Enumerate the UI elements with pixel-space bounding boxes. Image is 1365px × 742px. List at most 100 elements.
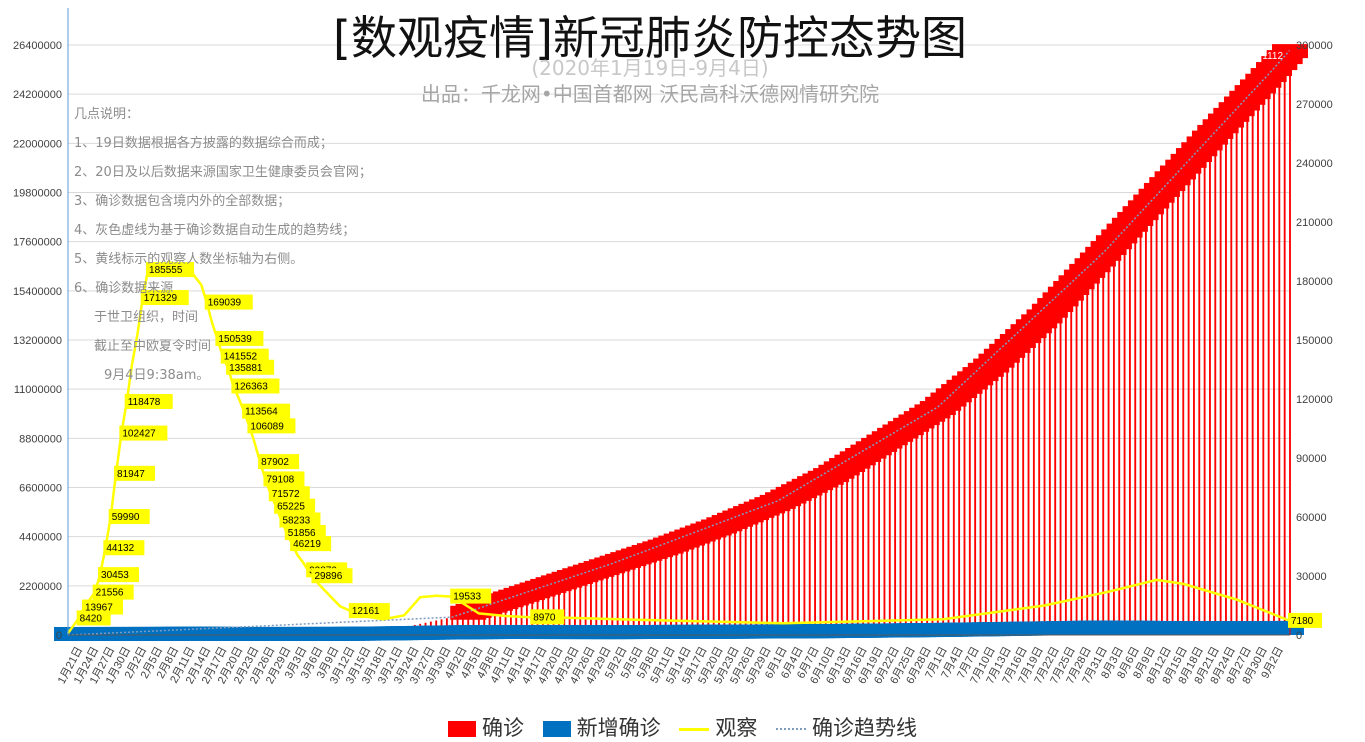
observed-data-label: 113564 [245,407,278,418]
right-tick-label: 180000 [1296,276,1333,288]
observed-data-label: 44132 [106,543,134,554]
observed-data-label: 21556 [96,588,124,599]
page-title: [数观疫情]新冠肺炎防控态势图 [333,11,967,65]
trendline [67,49,1291,636]
note-item: 9月4日9:38am。 [104,368,210,383]
observed-data-label: 12161 [352,606,380,617]
legend-label: 新增确诊 [576,716,661,740]
observed-data-label-box [146,262,195,278]
observed-data-label: 59990 [112,512,140,523]
legend-observed[interactable]: 观察 [679,712,757,742]
observed-data-label: 71572 [272,489,300,500]
note-item: 5、黄线标示的观察人数坐标轴为右侧。 [74,252,304,267]
credit-line: 出品：千龙网•中国首都网 沃民高科沃德网情研究院 [420,82,880,106]
note-item: 2、20日及以后数据来源国家卫生健康委员会官网； [74,165,372,180]
legend-trendline[interactable]: 确诊趋势线 [776,712,917,742]
observed-data-label-box [1288,612,1322,628]
right-tick-label: 210000 [1296,217,1333,229]
right-tick-label: 90000 [1296,453,1327,465]
right-tick-label: 270000 [1296,99,1333,111]
observed-path [66,260,1291,634]
observed-data-label-box [263,471,305,487]
observed-data-label: 19533 [453,592,481,603]
observed-data-label-box [108,509,150,525]
legend-swatch [776,728,807,730]
trendline-path [67,49,1291,636]
observed-data-label: 106089 [250,421,284,432]
observed-data-label: 30453 [101,570,129,581]
observed-data-label-box [114,465,156,481]
observed-data-label-box [348,603,390,619]
observed-data-label-box [274,498,316,514]
note-item: 1、19日数据根据各方披露的数据综合而成； [74,136,333,151]
observed-data-label: 169039 [208,298,242,309]
observed-line [66,260,1291,634]
left-tick-label: 19800000 [13,188,62,200]
observed-data-label-box [311,568,353,584]
observed-data-label: 29896 [314,571,342,582]
observed-data-label: 171329 [144,293,178,304]
observed-data-label: 58233 [282,515,310,526]
page-subtitle: (2020年1月19日-9月4日) [531,56,769,80]
observed-data-label: 126363 [234,381,268,392]
legend-swatch [447,721,476,737]
observed-data-label-box [119,425,168,441]
left-tick-label: 6600000 [19,483,62,495]
observed-data-label: 150539 [218,334,252,345]
observed-data-label-box [231,378,280,394]
legend-label: 观察 [715,716,758,740]
observed-data-label-box [279,512,321,528]
observed-data-label: 13967 [85,603,113,614]
left-tick-label: 15400000 [13,286,62,298]
observed-data-label-box [247,418,296,434]
left-tick-label: 24200000 [13,89,62,101]
observed-data-label: 81947 [117,469,145,480]
observed-data-label-box [215,330,264,346]
observed-data-label: 46219 [293,539,321,550]
left-tick-label: 22000000 [13,138,62,150]
observed-data-label-box [82,599,124,615]
right-tick-label: 120000 [1296,394,1333,406]
chart-legend: 确诊 新增确诊 观察 确诊趋势线 [0,712,1365,742]
left-tick-label: 17600000 [13,237,62,249]
left-tick-label: 2200000 [19,581,62,593]
left-tick-label: 4400000 [19,532,62,544]
right-tick-label: 60000 [1296,512,1327,524]
observed-data-label: 7180 [1291,616,1314,627]
observed-data-label-box [290,536,332,552]
observed-data-label: 51856 [288,528,316,539]
right-tick-label: 150000 [1296,335,1333,347]
observed-data-label-box [204,294,253,310]
confirmed-data-label: 26171112 [1240,51,1283,62]
observed-data-label: 8420 [80,613,103,624]
observed-data-label-box [140,290,189,306]
right-tick-label: 240000 [1296,158,1333,170]
notes-box: 几点说明： 1、19日数据根据各方披露的数据综合而成； 2、20日及以后数据来源… [74,100,372,390]
observed-data-label-box [103,540,145,556]
observed-data-label-box [242,403,291,419]
note-item: 4、灰色虚线为基于确诊数据自动生成的趋势线； [74,223,356,238]
observed-data-label: 118478 [128,397,161,408]
observed-data-label: 185555 [149,265,183,276]
note-heading: 几点说明： [74,107,140,122]
observed-data-label-box [98,567,140,583]
observed-data-label: 65225 [277,502,305,513]
left-tick-label: 26400000 [13,40,62,52]
observed-data-label-box [226,359,275,375]
left-tick-label: 11000000 [14,384,62,396]
observed-data-label-box [258,454,300,470]
observed-data-label-box [268,486,310,502]
observed-data-label: 8970 [533,612,556,623]
legend-confirmed[interactable]: 确诊 [447,712,524,742]
left-tick-label: 13200000 [13,335,62,347]
right-tick-label: 300000 [1296,40,1333,52]
note-item: 6、确诊数据来源 [74,281,174,296]
note-item: 3、确诊数据包含境内外的全部数据； [74,194,291,209]
legend-new-confirmed[interactable]: 新增确诊 [542,712,661,742]
observed-data-label: 87902 [261,457,289,468]
right-tick-label: 0 [1296,630,1302,642]
legend-swatch [542,721,571,737]
observed-data-label-box [92,584,134,600]
